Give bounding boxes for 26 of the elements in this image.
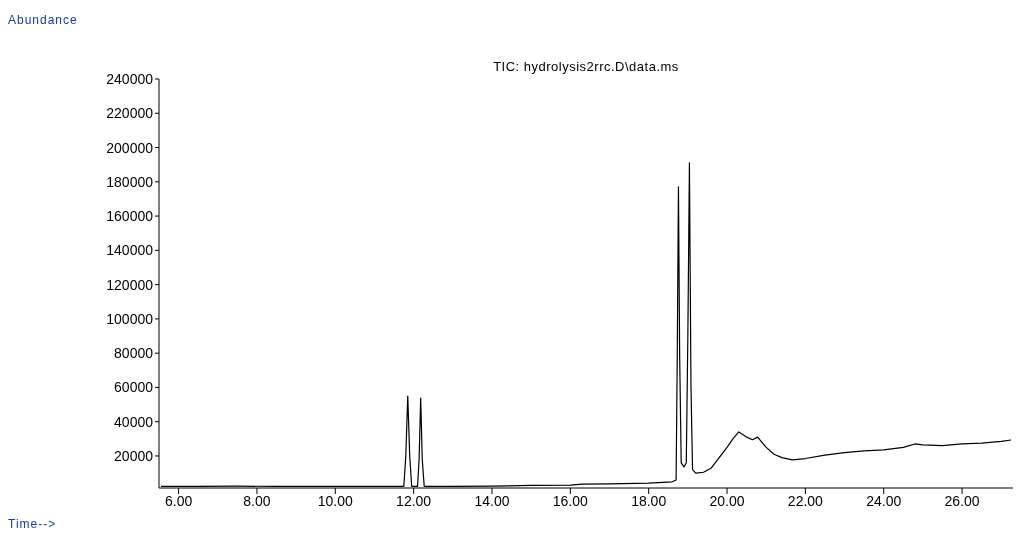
y-tick-label: 40000 (114, 413, 154, 430)
x-tick-label: 6.00 (164, 492, 193, 509)
y-tick-label: 120000 (106, 276, 154, 293)
y-tick-label: 160000 (106, 208, 154, 225)
y-tick-label: 240000 (106, 70, 154, 87)
x-tick-label: 26.00 (944, 492, 980, 509)
x-tick-label: 24.00 (866, 492, 902, 509)
x-tick-label: 14.00 (474, 492, 510, 509)
x-tick-label: 12.00 (396, 492, 432, 509)
y-tick-label: 220000 (106, 105, 154, 122)
x-tick-label: 20.00 (709, 492, 745, 509)
x-axis-title: Time--> (8, 517, 57, 531)
y-axis-title: Abundance (8, 13, 78, 27)
chart-title: TIC: hydrolysis2rrc.D\data.ms (492, 59, 680, 74)
y-tick-label: 60000 (114, 379, 154, 396)
y-tick-label: 20000 (114, 447, 154, 464)
x-tick-label: 22.00 (787, 492, 824, 509)
y-tick-label: 100000 (106, 310, 154, 327)
y-tick-label: 180000 (106, 173, 154, 190)
x-tick-label: 16.00 (552, 492, 589, 509)
y-tick-label: 200000 (106, 139, 154, 156)
x-tick-label: 8.00 (243, 492, 271, 509)
x-tick-label: 18.00 (631, 492, 667, 509)
x-tick-label: 10.00 (317, 492, 354, 509)
y-tick-label: 80000 (114, 345, 154, 362)
y-tick-label: 140000 (106, 242, 154, 259)
